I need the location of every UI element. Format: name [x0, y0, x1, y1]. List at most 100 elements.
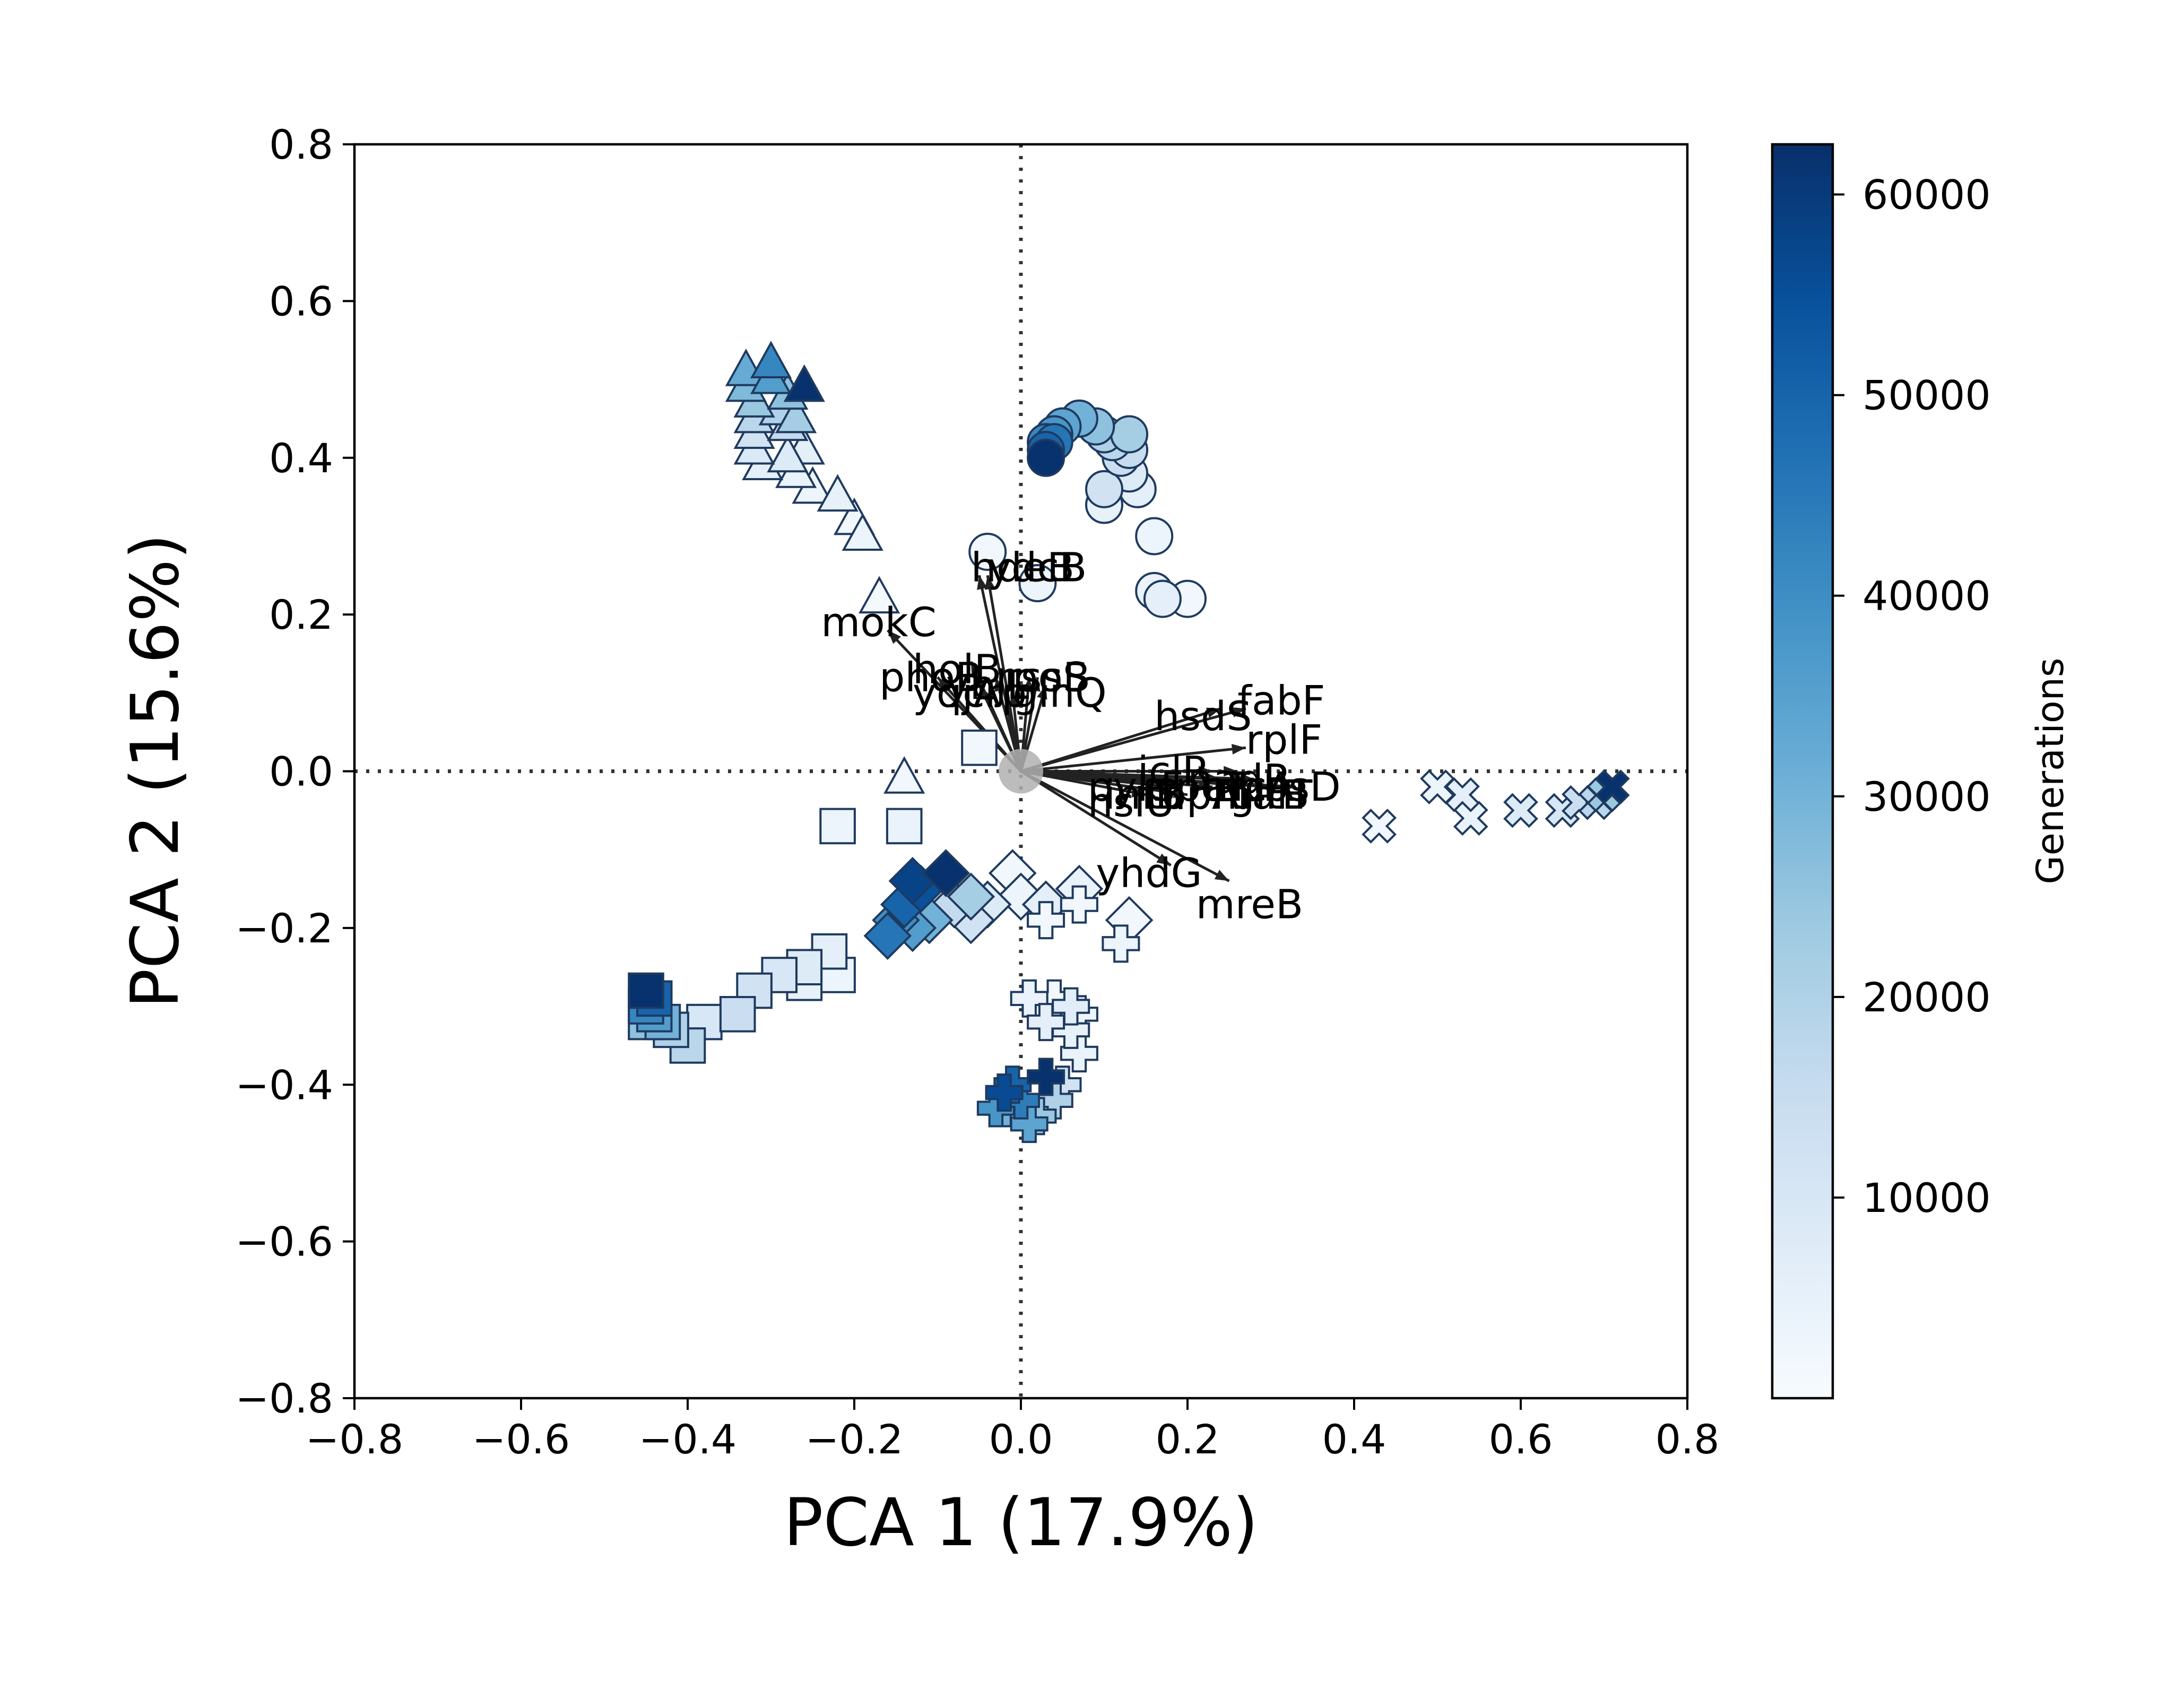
x-tick-label: −0.2 — [805, 1416, 904, 1463]
arrow-head-holB — [970, 661, 982, 677]
gene-label-yqjA: yqjA — [913, 669, 1001, 716]
y-tick-label: 0.2 — [269, 591, 333, 638]
square-marker — [886, 808, 923, 845]
triangle-marker — [775, 395, 817, 434]
arrow-head-glnQ — [1037, 685, 1047, 700]
gene-label-fabF: fabF — [1237, 677, 1325, 724]
plus-marker — [1060, 1034, 1098, 1073]
loading-arrow-mreB — [1020, 770, 1230, 882]
plus-marker — [1027, 901, 1065, 940]
loading-arrows — [886, 575, 1296, 882]
arrow-head-phoB — [938, 677, 951, 691]
arrow-head-mreB — [1214, 870, 1229, 881]
colorbar-ticks: 10000 20000 30000 40000 50000 60000 — [1833, 171, 1991, 1221]
loading-arrow-hdeB — [978, 575, 1022, 772]
gene-label-pykF: pykF — [1088, 763, 1184, 810]
colorbar-frame — [1771, 143, 1834, 1400]
colorbar-tick-label: 50000 — [1862, 372, 1991, 419]
gene-label-topA: topA — [1146, 771, 1240, 818]
gene-label-phoB: phoB — [879, 653, 983, 700]
diamond-marker — [922, 849, 970, 897]
gene-label-infB: infB — [1104, 771, 1183, 818]
y-tick-label: −0.8 — [235, 1375, 333, 1422]
gene-label-gltB: gltB — [1229, 771, 1310, 818]
y-axis-ticks: −0.8 −0.6 −0.4 −0.2 0.0 0.2 0.4 0.6 0.8 — [235, 121, 354, 1422]
plus-marker — [1027, 1058, 1065, 1096]
y-tick-label: 0.4 — [269, 435, 333, 482]
triangle-marker — [817, 474, 859, 512]
gene-label-nadR: nadR — [1188, 755, 1292, 802]
arrow-head-yhdG — [1156, 853, 1171, 865]
circle-marker — [1110, 415, 1149, 454]
triangle-marker — [883, 756, 925, 794]
x-tick-label: 0.2 — [1156, 1416, 1220, 1463]
arrow-head-infB — [1173, 787, 1188, 799]
x-marker — [1420, 769, 1455, 804]
loading-arrow-rplF — [1020, 746, 1246, 773]
arrow-head-hslU — [1131, 787, 1146, 798]
circle-marker — [1018, 564, 1057, 603]
y-tick-label: −0.4 — [235, 1061, 333, 1108]
colorbar-label: Generations — [2029, 658, 2072, 885]
arrow-head-crp — [1009, 692, 1019, 707]
gene-label-holB: holB — [913, 646, 1002, 693]
colorbar-tick-label: 60000 — [1862, 171, 1991, 219]
gene-label-yhdG: yhdG — [1096, 849, 1202, 896]
y-tick-label: 0.0 — [269, 748, 333, 795]
arrow-head-hdeB — [977, 575, 987, 590]
triangle-marker — [767, 435, 809, 473]
gene-label-arcA: arcA — [1204, 763, 1294, 810]
arrow-head-mokC — [887, 630, 901, 644]
circle-marker — [1143, 579, 1182, 618]
plus-marker — [1052, 987, 1090, 1026]
y-tick-label: −0.2 — [235, 905, 333, 952]
x-marker — [1503, 793, 1538, 828]
circle-marker — [1027, 438, 1065, 477]
gene-label-malT: malT — [1212, 771, 1313, 818]
plus-marker — [1102, 924, 1140, 963]
square-marker — [961, 729, 998, 766]
gene-label-pbsD: pbsD — [1237, 763, 1341, 810]
arrow-head-rpoS — [1022, 677, 1034, 692]
triangle-marker — [750, 341, 792, 379]
square-marker — [719, 996, 756, 1033]
arrow-head-ybjL — [994, 677, 1005, 692]
diamond-marker — [863, 912, 912, 960]
x-tick-label: −0.8 — [306, 1416, 404, 1463]
square-marker — [819, 808, 856, 845]
x-tick-label: 0.6 — [1489, 1416, 1553, 1463]
arrow-head-ydcB — [984, 575, 995, 590]
x-axis-label: PCA 1 (17.9%) — [784, 1485, 1259, 1561]
arrow-head-fabF — [1231, 707, 1246, 717]
triangle-marker — [859, 576, 900, 614]
plus-marker — [1027, 1003, 1065, 1042]
gene-label-rpoS: rpoS — [996, 653, 1088, 700]
loading-arrow-yhdG — [1020, 770, 1172, 867]
circle-marker — [1135, 517, 1174, 556]
gene-label-hdeB: hdeB — [971, 544, 1074, 591]
gene-label-mreB: mreB — [1196, 881, 1304, 928]
gene-label-rplF: rplF — [1246, 716, 1322, 763]
y-axis-label: PCA 2 (15.6%) — [117, 534, 194, 1009]
colorbar: 10000 20000 30000 40000 50000 60000 Generatio… — [1771, 143, 2072, 1400]
x-tick-label: 0.0 — [989, 1416, 1053, 1463]
x-axis-ticks: −0.8 −0.6 −0.4 −0.2 0.0 0.2 0.4 0.6 0.8 — [306, 1398, 1720, 1463]
diamond-marker — [947, 872, 995, 921]
x-tick-label: 0.8 — [1656, 1416, 1720, 1463]
loading-arrow-pbsD — [1020, 770, 1296, 788]
y-tick-label: 0.6 — [269, 278, 333, 325]
colorbar-tick-label: 10000 — [1862, 1174, 1991, 1221]
gene-label-mokC: mokC — [821, 599, 937, 646]
arrow-head-nadR — [1224, 766, 1238, 777]
gene-label-rssB: rssB — [1004, 653, 1091, 700]
scatter-markers — [628, 341, 1630, 1143]
gene-label-iclR: iclR — [1138, 748, 1210, 795]
gene-label-ydcB: ydcB — [987, 544, 1087, 591]
colorbar-fill — [1772, 144, 1833, 1398]
arrow-head-rplF — [1232, 743, 1246, 755]
colorbar-tick-label: 30000 — [1862, 773, 1991, 820]
loading-arrow-ydcB — [986, 575, 1022, 772]
plus-marker — [1060, 885, 1098, 924]
triangle-marker — [783, 364, 825, 402]
